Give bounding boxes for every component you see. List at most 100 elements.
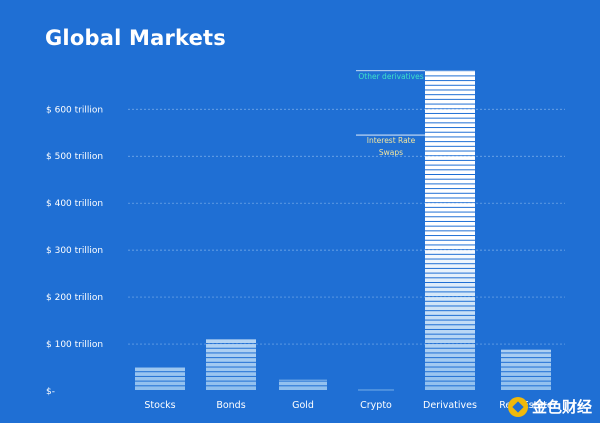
bar-segment	[425, 165, 475, 170]
bar-segment	[206, 372, 256, 376]
bar-segment	[501, 372, 551, 376]
bar-segment	[501, 362, 551, 367]
bar-segment	[425, 160, 475, 165]
bar-segment	[501, 386, 551, 390]
bar-segment	[279, 381, 327, 386]
bar-segment	[425, 179, 475, 184]
bar-segment	[425, 113, 475, 118]
bar-segment	[206, 339, 256, 344]
bar-segment	[501, 358, 551, 362]
bar-segment	[425, 156, 475, 160]
bar-segment	[501, 367, 551, 372]
bar-segment	[425, 212, 475, 217]
bar-segment	[425, 123, 475, 128]
bar-segment	[425, 273, 475, 278]
y-tick-label: $ 500 trillion	[46, 152, 103, 162]
x-category-label: Gold	[292, 400, 314, 411]
bar-segment	[425, 329, 475, 334]
bar-segment	[135, 367, 185, 372]
bar-segment	[501, 376, 551, 381]
bar-derivatives	[425, 70, 475, 390]
bar-segment	[425, 339, 475, 344]
bar-segment	[425, 184, 475, 189]
bar-segment	[425, 283, 475, 287]
bar-crypto	[358, 389, 394, 391]
chart-title: Global Markets	[45, 26, 226, 50]
bar-segment	[425, 250, 475, 254]
y-tick-label: $ 200 trillion	[46, 293, 103, 303]
watermark: 金色财经	[507, 396, 592, 417]
bar-segment	[425, 306, 475, 311]
bar-gold	[279, 379, 327, 390]
bar-segment	[425, 358, 475, 362]
bar-segment	[425, 207, 475, 212]
y-tick-label: $-	[46, 387, 55, 397]
watermark-logo-icon	[507, 396, 528, 417]
bar-segment	[425, 151, 475, 156]
y-axis-ticks: $- $ 100 trillion $ 200 trillion $ 300 tril…	[46, 105, 103, 397]
bar-segment	[425, 353, 475, 358]
bar-segment	[425, 217, 475, 221]
annotation-label: Other derivatives	[358, 72, 423, 81]
annotation-label: Interest Rate Swaps	[367, 136, 416, 157]
bar-segment	[425, 381, 475, 386]
x-category-label: Derivatives	[423, 400, 477, 411]
bar-segment	[425, 372, 475, 376]
bar-segment	[425, 315, 475, 320]
bar-segment	[425, 95, 475, 99]
bar-segment	[425, 85, 475, 90]
bar-bonds	[206, 339, 256, 390]
bar-segment	[425, 292, 475, 297]
bar-segment	[206, 367, 256, 372]
bar-segment	[425, 99, 475, 104]
bar-segment	[425, 90, 475, 95]
bar-segment	[425, 70, 475, 72]
watermark-text: 金色财经	[531, 398, 592, 416]
bar-segment	[425, 189, 475, 193]
bar-segment	[425, 118, 475, 123]
bar-segment	[206, 348, 256, 353]
bar-segment	[425, 325, 475, 329]
y-tick-label: $ 100 trillion	[46, 340, 103, 350]
x-category-label: Stocks	[144, 400, 175, 411]
bar-segment	[206, 358, 256, 362]
y-tick-label: $ 400 trillion	[46, 199, 103, 209]
bar-segment	[425, 142, 475, 146]
bar-segment	[206, 376, 256, 381]
bar-segment	[425, 231, 475, 236]
bar-segment	[501, 381, 551, 386]
x-category-label: Crypto	[360, 400, 392, 411]
bar-segment	[425, 287, 475, 292]
bar-segment	[501, 353, 551, 358]
bar-segment	[425, 264, 475, 268]
bar-real-estate	[501, 349, 551, 390]
bar-segment	[425, 334, 475, 339]
bar-segment	[425, 278, 475, 282]
bar-segment	[206, 381, 256, 386]
bar-segment	[425, 76, 475, 81]
bar-segment	[135, 386, 185, 390]
bar-segment	[425, 175, 475, 179]
bar-segment	[425, 344, 475, 348]
bar-segment	[425, 146, 475, 151]
bar-segment	[135, 381, 185, 386]
bar-segment	[425, 320, 475, 325]
bar-segment	[425, 297, 475, 301]
bar-segment	[425, 376, 475, 381]
x-category-label: Bonds	[216, 400, 245, 411]
bar-segment	[425, 348, 475, 353]
bar-segment	[425, 268, 475, 273]
annotations: Other derivatives Interest Rate Swaps	[356, 70, 425, 157]
bar-segment	[279, 386, 327, 390]
bar-segment	[425, 254, 475, 259]
bar-segment	[135, 372, 185, 376]
bar-segment	[425, 128, 475, 132]
bar-segment	[501, 349, 551, 353]
bar-segment	[425, 109, 475, 113]
bar-segment	[206, 362, 256, 367]
bar-segment	[425, 170, 475, 174]
grid-lines	[128, 108, 565, 345]
bar-segment	[425, 301, 475, 306]
bar-segment	[425, 259, 475, 264]
